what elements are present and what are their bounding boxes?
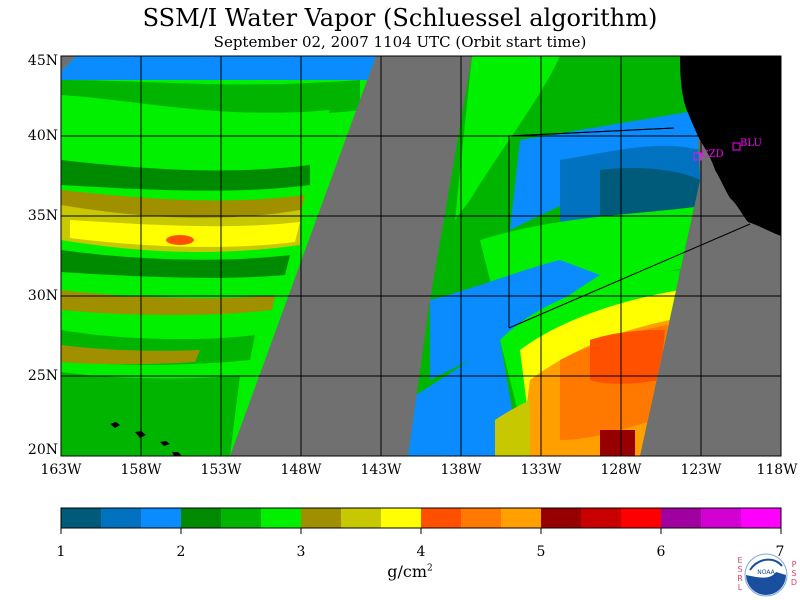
station-markers: CZD BLU (693, 138, 762, 161)
map-subtitle: September 02, 2007 1104 UTC (Orbit start… (213, 33, 587, 51)
graticule (61, 56, 781, 456)
colorbar-tick-6: 6 (656, 544, 666, 560)
colorbar-segment (661, 508, 702, 528)
colorbar-segment (261, 508, 302, 528)
lat-label-30n: 30N (27, 288, 58, 304)
colorbar-tick-7: 7 (775, 544, 785, 560)
analysis-line-bottom (508, 223, 751, 329)
lon-label-153w: 153W (200, 462, 242, 478)
right-swath (408, 56, 700, 456)
colorbar-tick-4: 4 (416, 544, 426, 560)
station-blu-marker (732, 142, 741, 151)
colorbar-tick-2: 2 (176, 544, 186, 560)
colorbar-segment (501, 508, 542, 528)
colorbar-segment (61, 508, 102, 528)
lat-label-20n: 20N (27, 442, 58, 458)
lon-label-133w: 133W (520, 462, 562, 478)
colorbar-units: g/cm2 (380, 562, 440, 581)
island-3 (160, 441, 170, 446)
station-blu-label: BLU (740, 138, 762, 149)
colorbar-segment (461, 508, 502, 528)
colorbar-segment (381, 508, 422, 528)
lon-label-163w: 163W (40, 462, 82, 478)
colorbar-tick-1: 1 (56, 544, 66, 560)
station-czd-label: CZD (701, 149, 724, 160)
lon-label-143w: 143W (360, 462, 402, 478)
map-frame (60, 55, 782, 457)
colorbar-segment (101, 508, 142, 528)
map-title: SSM/I Water Vapor (Schluessel algorithm) (142, 4, 658, 32)
colorbar-segment (701, 508, 742, 528)
colorbar-segment (141, 508, 182, 528)
colorbar-segment (621, 508, 662, 528)
colorbar (60, 507, 782, 534)
colorbar-segment (741, 508, 782, 528)
station-czd-marker (693, 152, 702, 161)
colorbar-segment (181, 508, 222, 528)
lon-label-128w: 128W (600, 462, 642, 478)
colorbar-tick-5: 5 (536, 544, 546, 560)
colorbar-segment (341, 508, 382, 528)
land-north-america (680, 56, 781, 236)
lon-label-123w: 123W (680, 462, 722, 478)
noaa-badge-text: NOAA (757, 569, 775, 576)
colorbar-tick-3: 3 (296, 544, 306, 560)
logo-left-text: ESRL (737, 556, 743, 592)
lon-label-148w: 148W (280, 462, 322, 478)
units-text: g/cm (387, 562, 428, 581)
noaa-logo: NOAA (744, 553, 788, 597)
colorbar-segment (581, 508, 622, 528)
lon-label-158w: 158W (120, 462, 162, 478)
island-1 (110, 422, 120, 428)
analysis-line-top (508, 127, 675, 137)
colorbar-segment (221, 508, 262, 528)
colorbar-segment (541, 508, 582, 528)
island-4 (172, 452, 182, 456)
logo-right-text: PSD (790, 560, 798, 587)
lat-label-40n: 40N (27, 128, 58, 144)
lat-label-45n: 45N (27, 53, 58, 69)
colorbar-segment (301, 508, 342, 528)
colorbar-segment (421, 508, 462, 528)
lat-label-35n: 35N (27, 208, 58, 224)
lon-label-118w: 118W (756, 462, 798, 478)
lat-label-25n: 25N (27, 368, 58, 384)
units-exponent: 2 (427, 563, 433, 574)
lon-label-138w: 138W (440, 462, 482, 478)
